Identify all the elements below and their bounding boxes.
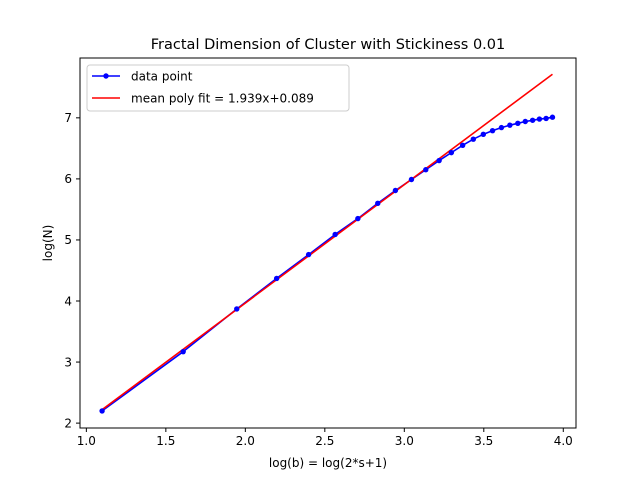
y-tick-label: 2	[64, 416, 72, 430]
legend: data point mean poly fit = 1.939x+0.089	[86, 64, 350, 112]
data-point-marker	[436, 157, 442, 164]
data-point-marker	[375, 200, 381, 207]
data-point-marker	[529, 117, 536, 123]
y-axis-ticks: 2 3 4 5 6 7	[64, 111, 80, 430]
data-point-marker	[507, 122, 513, 128]
data-point-marker	[234, 306, 240, 312]
data-point-marker	[305, 251, 312, 258]
data-point-marker	[448, 149, 455, 156]
data-point-marker	[332, 231, 338, 238]
data-point-marker	[489, 127, 496, 134]
legend-fit-label: mean poly fit = 1.939x+0.089	[131, 92, 314, 106]
data-point-marker	[273, 275, 280, 282]
y-axis-label: log(N)	[41, 225, 55, 262]
chart-title: Fractal Dimension of Cluster with Sticki…	[151, 37, 505, 53]
x-axis-label: log(b) = log(2*s+1)	[269, 456, 387, 470]
x-tick-label: 2.5	[315, 434, 334, 448]
y-tick-label: 5	[64, 233, 72, 247]
mean-poly-fit-line	[101, 73, 553, 411]
data-point-marker	[408, 176, 415, 183]
x-tick-label: 4.0	[554, 434, 573, 448]
legend-box	[86, 64, 350, 112]
data-point-marker	[99, 408, 105, 414]
legend-data-point-marker	[103, 73, 109, 79]
y-tick-label: 6	[64, 172, 72, 186]
data-point-marker	[459, 142, 466, 149]
x-tick-label: 3.5	[474, 434, 493, 448]
plot-series	[99, 73, 556, 414]
data-point-marker	[549, 114, 556, 120]
data-point-marker	[355, 215, 361, 222]
data-point-marker	[470, 136, 477, 142]
data-point-marker	[392, 187, 399, 194]
y-tick-label: 3	[64, 355, 72, 369]
data-point-marker	[543, 115, 549, 122]
data-point-marker	[536, 116, 543, 122]
data-point-marker	[522, 118, 528, 125]
y-tick-label: 4	[64, 294, 72, 308]
x-tick-label: 1.5	[156, 434, 175, 448]
y-tick-label: 7	[64, 111, 72, 125]
legend-data-point-label: data point	[131, 70, 193, 84]
data-point-marker	[498, 124, 505, 131]
data-point-marker	[423, 167, 429, 173]
data-point-marker	[480, 131, 487, 138]
x-tick-label: 3.0	[395, 434, 414, 448]
x-tick-label: 2.0	[236, 434, 255, 448]
data-point-marker	[180, 348, 186, 355]
x-axis-ticks: 1.0 1.5 2.0 2.5 3.0 3.5 4.0	[77, 428, 573, 448]
plot-frame	[79, 57, 577, 429]
x-tick-label: 1.0	[77, 434, 96, 448]
data-point-marker	[515, 120, 521, 127]
